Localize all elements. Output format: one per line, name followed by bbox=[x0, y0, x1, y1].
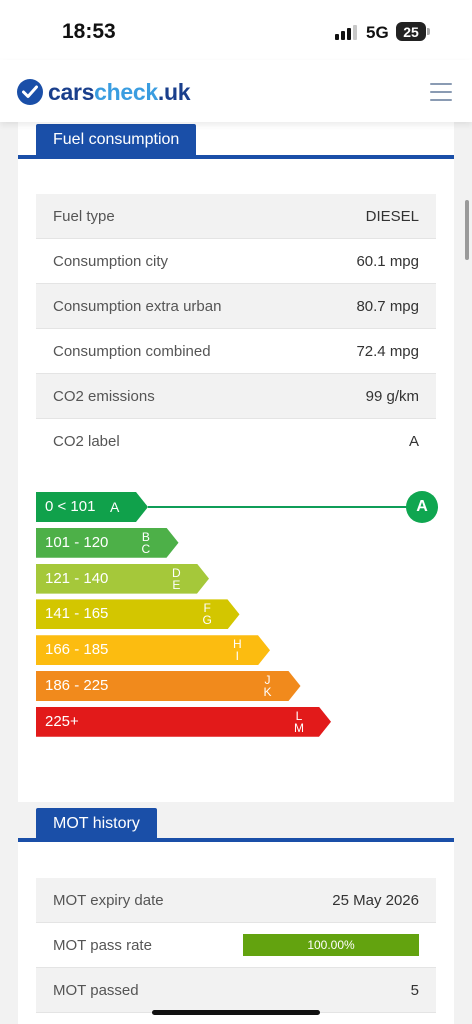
table-row: Consumption city 60.1 mpg bbox=[36, 239, 436, 284]
co2-band-bar: 186 - 225 J K bbox=[36, 671, 301, 701]
row-label: Fuel type bbox=[53, 207, 115, 225]
table-row: Consumption combined 72.4 mpg bbox=[36, 329, 436, 374]
checkmark-logo-icon[interactable] bbox=[17, 79, 43, 105]
co2-band-range: 0 < 101 bbox=[45, 498, 96, 515]
fuel-section-title: Fuel consumption bbox=[36, 124, 197, 156]
fuel-section-divider bbox=[18, 155, 454, 159]
row-label: Consumption extra urban bbox=[53, 297, 222, 315]
row-label: Consumption combined bbox=[53, 342, 211, 360]
co2-band-bar: 166 - 185 H I bbox=[36, 635, 270, 666]
co2-band-bar: 0 < 101 A bbox=[36, 492, 148, 522]
table-row: CO2 label A bbox=[36, 419, 436, 464]
row-value: A bbox=[408, 433, 419, 450]
co2-band-range: 141 - 165 bbox=[45, 605, 109, 623]
logo-text-check: check bbox=[94, 79, 158, 105]
co2-band-letters: H I bbox=[233, 637, 242, 664]
site-logo[interactable]: carscheck.uk bbox=[48, 79, 191, 106]
table-row: Consumption extra urban 80.7 mpg bbox=[36, 284, 436, 329]
row-value: 99 g/km bbox=[365, 387, 419, 405]
mot-section-divider bbox=[18, 838, 454, 842]
co2-band-range: 121 - 140 bbox=[45, 569, 109, 587]
scrollbar[interactable] bbox=[465, 200, 469, 260]
fuel-table: Fuel type DIESEL Consumption city 60.1 m… bbox=[36, 194, 436, 464]
co2-band-letters: B C bbox=[141, 529, 151, 556]
row-value: 80.7 mpg bbox=[356, 297, 419, 315]
network-type: 5G bbox=[366, 23, 389, 42]
table-row: MOT passed 5 bbox=[36, 968, 436, 1013]
mot-table: MOT expiry date 25 May 2026 MOT pass rat… bbox=[36, 878, 436, 1013]
row-value: DIESEL bbox=[365, 207, 419, 225]
mot-passed-value: 5 bbox=[410, 981, 419, 999]
mot-expiry-label: MOT expiry date bbox=[53, 891, 164, 909]
current-band-badge: A bbox=[406, 491, 438, 523]
site-header: carscheck.uk bbox=[0, 60, 472, 122]
logo-text-domain: .uk bbox=[157, 79, 191, 105]
cellular-signal-icon bbox=[335, 24, 357, 40]
row-label: CO2 label bbox=[53, 433, 120, 450]
co2-band-bar: 141 - 165 F G bbox=[36, 599, 240, 630]
co2-band-chart: A 0 < 101 A 101 - 120 B C 121 - 140 D E 141 - … bbox=[36, 491, 446, 742]
co2-band-range: 101 - 120 bbox=[45, 533, 109, 551]
co2-band-bar: 121 - 140 D E bbox=[36, 563, 209, 594]
home-indicator[interactable] bbox=[152, 1010, 320, 1015]
mot-passed-label: MOT passed bbox=[53, 981, 139, 999]
table-row: MOT expiry date 25 May 2026 bbox=[36, 878, 436, 923]
status-bar: 18:53 5G 25 bbox=[0, 0, 472, 60]
co2-band-letters: A bbox=[110, 499, 120, 515]
battery-icon: 25 bbox=[396, 22, 430, 41]
co2-band-bar: 101 - 120 B C bbox=[36, 527, 179, 558]
hamburger-icon[interactable] bbox=[430, 83, 452, 101]
co2-band-range: 166 - 185 bbox=[45, 641, 109, 659]
mot-pass-rate-bar: 100.00% bbox=[243, 934, 419, 956]
mot-pass-rate-label: MOT pass rate bbox=[53, 936, 152, 954]
table-row: Fuel type DIESEL bbox=[36, 194, 436, 239]
co2-band-bar: 225+ L M bbox=[36, 706, 331, 737]
co2-band-range: 186 - 225 bbox=[45, 677, 109, 694]
co2-band-letters: F G bbox=[202, 601, 212, 628]
status-time: 18:53 bbox=[62, 20, 116, 43]
co2-band-range: 225+ bbox=[45, 712, 79, 730]
row-label: Consumption city bbox=[53, 252, 169, 270]
logo-text-cars: cars bbox=[48, 79, 95, 105]
mot-section-title: MOT history bbox=[36, 808, 157, 840]
row-value: 60.1 mpg bbox=[356, 252, 419, 270]
co2-band-letters: L M bbox=[294, 708, 304, 735]
mot-expiry-value: 25 May 2026 bbox=[332, 891, 419, 909]
table-row: CO2 emissions 99 g/km bbox=[36, 374, 436, 419]
co2-band-letters: D E bbox=[172, 565, 181, 592]
co2-band-letters: J K bbox=[263, 673, 272, 699]
table-row: MOT pass rate 100.00% bbox=[36, 923, 436, 968]
row-value: 72.4 mpg bbox=[356, 342, 419, 360]
current-band-line bbox=[148, 506, 422, 508]
row-label: CO2 emissions bbox=[53, 387, 155, 405]
